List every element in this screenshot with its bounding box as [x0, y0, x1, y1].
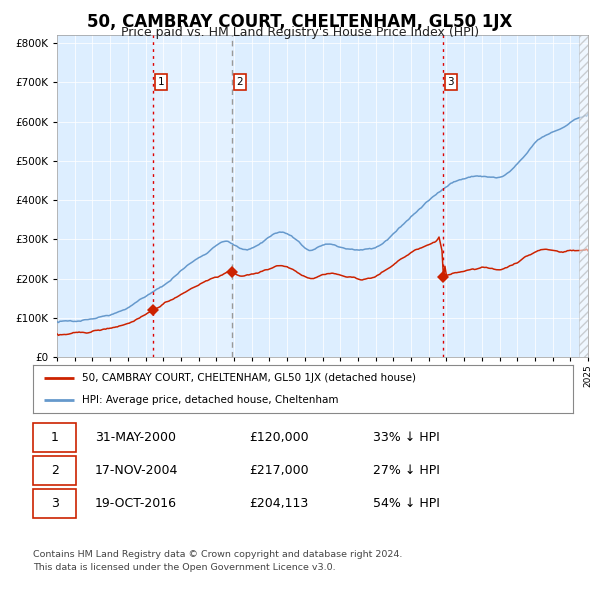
- Text: HPI: Average price, detached house, Cheltenham: HPI: Average price, detached house, Chel…: [82, 395, 338, 405]
- Text: Price paid vs. HM Land Registry's House Price Index (HPI): Price paid vs. HM Land Registry's House …: [121, 26, 479, 39]
- Text: 17-NOV-2004: 17-NOV-2004: [95, 464, 178, 477]
- Text: Contains HM Land Registry data © Crown copyright and database right 2024.: Contains HM Land Registry data © Crown c…: [33, 550, 403, 559]
- Text: 27% ↓ HPI: 27% ↓ HPI: [373, 464, 440, 477]
- Text: 1: 1: [157, 77, 164, 87]
- Text: 31-MAY-2000: 31-MAY-2000: [95, 431, 176, 444]
- FancyBboxPatch shape: [33, 456, 76, 485]
- Text: 2: 2: [236, 77, 243, 87]
- Text: 19-OCT-2016: 19-OCT-2016: [95, 497, 177, 510]
- Bar: [153, 35, 232, 357]
- Text: 3: 3: [447, 77, 454, 87]
- Text: 3: 3: [50, 497, 59, 510]
- Text: 54% ↓ HPI: 54% ↓ HPI: [373, 497, 440, 510]
- Text: £120,000: £120,000: [249, 431, 308, 444]
- Text: 2: 2: [50, 464, 59, 477]
- Text: 33% ↓ HPI: 33% ↓ HPI: [373, 431, 440, 444]
- FancyBboxPatch shape: [33, 423, 76, 452]
- Text: 50, CAMBRAY COURT, CHELTENHAM, GL50 1JX: 50, CAMBRAY COURT, CHELTENHAM, GL50 1JX: [88, 13, 512, 31]
- Text: 1: 1: [50, 431, 59, 444]
- FancyBboxPatch shape: [33, 489, 76, 518]
- Text: £217,000: £217,000: [249, 464, 308, 477]
- Text: This data is licensed under the Open Government Licence v3.0.: This data is licensed under the Open Gov…: [33, 563, 335, 572]
- Text: 50, CAMBRAY COURT, CHELTENHAM, GL50 1JX (detached house): 50, CAMBRAY COURT, CHELTENHAM, GL50 1JX …: [82, 373, 416, 383]
- Polygon shape: [579, 35, 588, 357]
- Text: £204,113: £204,113: [249, 497, 308, 510]
